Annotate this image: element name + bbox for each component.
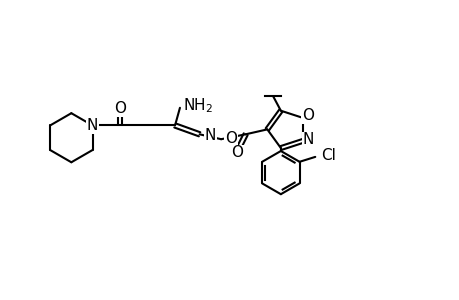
Text: O: O: [114, 101, 126, 116]
Text: N: N: [204, 128, 215, 143]
Text: O: O: [301, 108, 313, 123]
Text: N: N: [87, 118, 98, 133]
Text: Cl: Cl: [320, 148, 335, 164]
Text: O: O: [230, 146, 242, 160]
Text: N: N: [302, 132, 313, 147]
Text: O: O: [224, 131, 236, 146]
Text: NH$_2$: NH$_2$: [183, 97, 213, 115]
